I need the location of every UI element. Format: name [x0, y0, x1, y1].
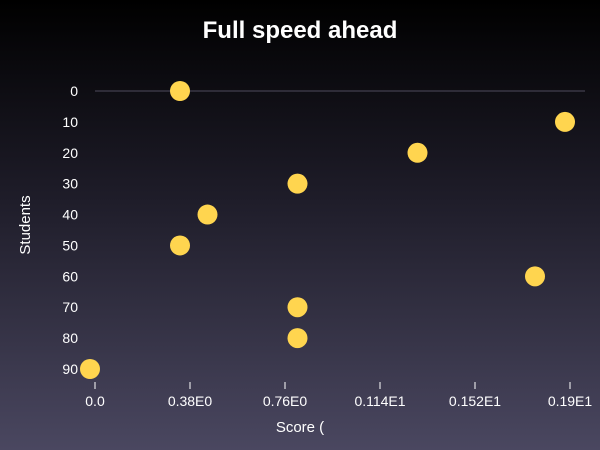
- data-point: [287, 297, 308, 318]
- data-point: [407, 142, 428, 163]
- chart-title: Full speed ahead: [203, 17, 398, 44]
- x-tick-label: 0.114E1: [354, 393, 405, 409]
- x-tick-label: 0.19E1: [548, 393, 593, 409]
- x-axis-label: Score (: [276, 419, 324, 436]
- y-axis-label: Students: [17, 195, 34, 254]
- y-tick-label: 90: [62, 361, 78, 377]
- data-point: [525, 266, 545, 287]
- y-tick-label: 50: [62, 237, 78, 253]
- x-axis-ticks: 0.0 0.38E0 0.76E0 0.114E1 0.152E1 0.19E1: [85, 382, 592, 409]
- data-point: [80, 359, 100, 379]
- x-tick-label: 0.0: [85, 393, 105, 409]
- y-tick-label: 60: [62, 268, 78, 284]
- data-points: [80, 81, 575, 379]
- y-tick-label: 80: [62, 330, 78, 346]
- y-tick-label: 20: [62, 145, 78, 161]
- x-tick-label: 0.76E0: [263, 393, 308, 409]
- data-point: [555, 111, 575, 132]
- data-point: [287, 173, 308, 194]
- y-tick-label: 10: [62, 114, 78, 130]
- y-axis-ticks: 0 10 20 30 40 50 60 70 80 90: [62, 83, 78, 377]
- data-point: [287, 328, 308, 349]
- y-tick-label: 0: [70, 83, 78, 99]
- y-tick-label: 30: [62, 176, 78, 192]
- y-tick-label: 40: [62, 207, 78, 223]
- data-point: [170, 81, 190, 101]
- data-point: [197, 204, 218, 225]
- y-tick-label: 70: [62, 299, 78, 315]
- x-tick-label: 0.38E0: [168, 393, 213, 409]
- data-point: [170, 235, 190, 256]
- x-tick-label: 0.152E1: [449, 393, 501, 409]
